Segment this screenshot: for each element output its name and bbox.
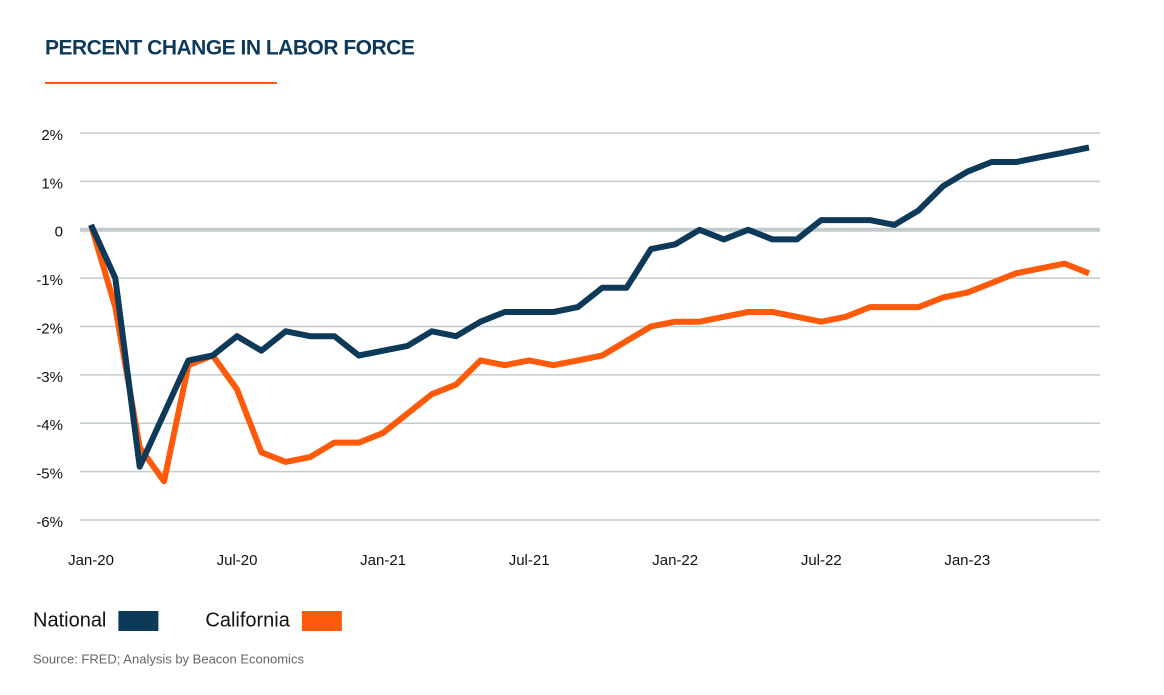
chart-title: PERCENT CHANGE IN LABOR FORCE bbox=[45, 37, 415, 60]
legend-swatch bbox=[118, 611, 159, 631]
y-tick-label: -5% bbox=[36, 466, 63, 483]
y-tick-label: -6% bbox=[36, 514, 63, 531]
x-tick-label: Jan-23 bbox=[944, 552, 990, 569]
legend-label: California bbox=[205, 609, 290, 631]
x-tick-label: Jul-22 bbox=[801, 552, 842, 569]
source-note: Source: FRED; Analysis by Beacon Economi… bbox=[33, 651, 304, 666]
x-tick-label: Jan-20 bbox=[68, 552, 114, 569]
y-tick-label: 1% bbox=[41, 175, 63, 192]
x-tick-label: Jul-21 bbox=[509, 552, 550, 569]
line-series bbox=[88, 224, 1091, 485]
x-tick-label: Jul-20 bbox=[217, 552, 258, 569]
legend-label: National bbox=[33, 609, 106, 631]
x-tick-label: Jan-22 bbox=[652, 552, 698, 569]
y-tick-label: -3% bbox=[36, 369, 63, 386]
x-tick-label: Jan-21 bbox=[360, 552, 406, 569]
y-tick-label: -4% bbox=[36, 417, 63, 434]
line-series bbox=[88, 144, 1090, 470]
y-tick-label: 2% bbox=[41, 127, 63, 144]
y-tick-label: 0 bbox=[55, 224, 63, 241]
y-tick-label: -2% bbox=[36, 320, 63, 337]
legend-swatch bbox=[301, 611, 342, 631]
y-tick-label: -1% bbox=[36, 272, 63, 289]
